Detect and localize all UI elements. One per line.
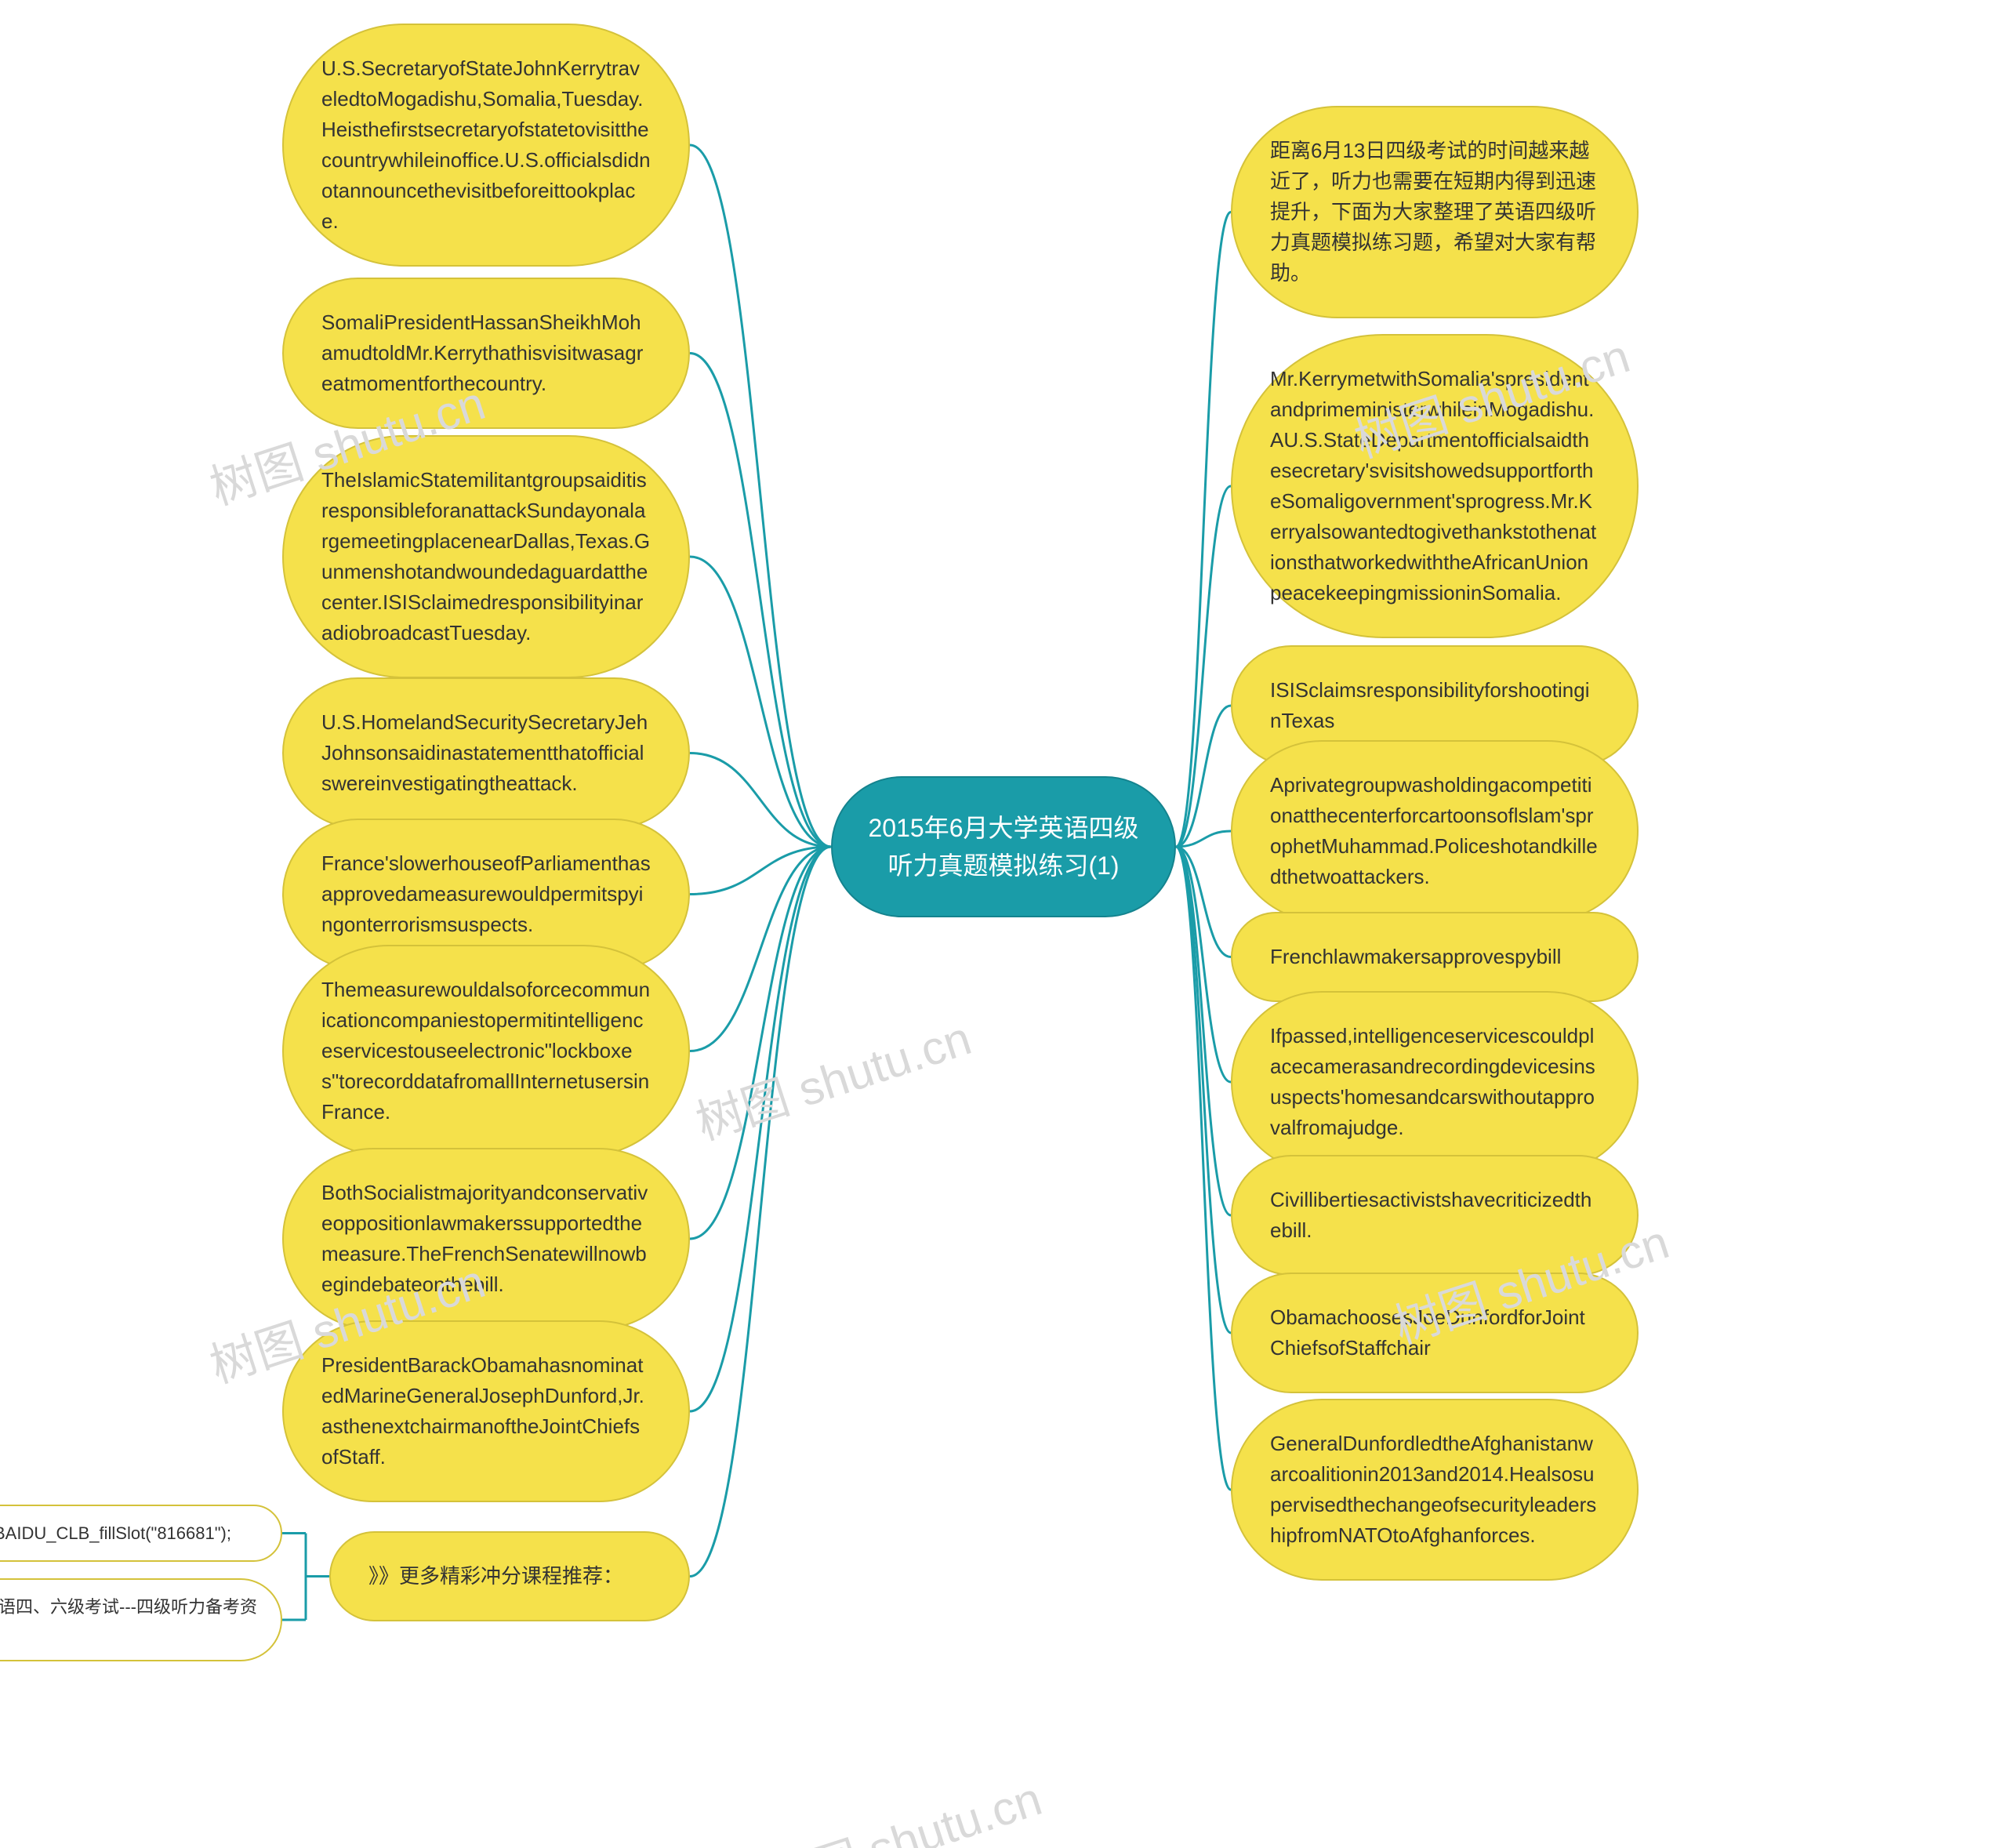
left-text-6: BothSocialistmajorityandconservativeoppo… <box>321 1181 648 1296</box>
right-text-0: 距离6月13日四级考试的时间越来越近了，听力也需要在短期内得到迅速提升，下面为大… <box>1270 139 1596 285</box>
center-node: 2015年6月大学英语四级 听力真题模拟练习(1) <box>831 776 1176 917</box>
right-node-3: Aprivategroupwasholdingacompetitionatthe… <box>1231 740 1639 922</box>
right-text-8: GeneralDunfordledtheAfghanistanwarcoalit… <box>1270 1432 1596 1547</box>
left-node-8: 》》更多精彩冲分课程推荐： <box>329 1531 690 1621</box>
right-text-3: Aprivategroupwasholdingacompetitionatthe… <box>1270 773 1598 888</box>
sub-text-0: BAIDU_CLB_fillSlot("816681"); <box>0 1523 231 1543</box>
right-node-8: GeneralDunfordledtheAfghanistanwarcoalit… <box>1231 1399 1639 1581</box>
watermark: 树图 shutu.cn <box>757 1761 1049 1848</box>
left-text-7: PresidentBarackObamahasnominatedMarineGe… <box>321 1353 644 1469</box>
left-node-5: Themeasurewouldalsoforcecommunicationcom… <box>282 945 690 1157</box>
sub-node-1: 大学英语四、六级考试---四级听力备考资料 <box>0 1578 282 1661</box>
center-title-line2: 听力真题模拟练习(1) <box>864 847 1143 884</box>
right-node-1: Mr.KerrymetwithSomalia'spresidentandprim… <box>1231 334 1639 638</box>
left-text-4: France'slowerhouseofParliamenthasapprove… <box>321 851 651 936</box>
right-text-5: Ifpassed,intelligenceservicescouldplacec… <box>1270 1024 1595 1139</box>
sub-text-1: 大学英语四、六级考试---四级听力备考资料 <box>0 1597 257 1643</box>
right-node-0: 距离6月13日四级考试的时间越来越近了，听力也需要在短期内得到迅速提升，下面为大… <box>1231 106 1639 318</box>
right-text-7: ObamachoosesJoeDunfordforJointChiefsofSt… <box>1270 1305 1585 1360</box>
left-text-2: TheIslamicStatemilitantgroupsaiditisresp… <box>321 468 650 644</box>
right-node-7: ObamachoosesJoeDunfordforJointChiefsofSt… <box>1231 1273 1639 1393</box>
watermark: 树图 shutu.cn <box>686 1000 978 1153</box>
left-text-5: Themeasurewouldalsoforcecommunicationcom… <box>321 978 650 1124</box>
left-text-3: U.S.HomelandSecuritySecretaryJehJohnsons… <box>321 710 648 795</box>
right-text-1: Mr.KerrymetwithSomalia'spresidentandprim… <box>1270 367 1596 605</box>
left-text-0: U.S.SecretaryofStateJohnKerrytraveledtoM… <box>321 56 651 233</box>
left-node-3: U.S.HomelandSecuritySecretaryJehJohnsons… <box>282 677 690 829</box>
center-title-line1: 2015年6月大学英语四级 <box>864 809 1143 847</box>
left-text-1: SomaliPresidentHassanSheikhMohamudtoldMr… <box>321 310 643 395</box>
left-text-8: 》》更多精彩冲分课程推荐： <box>368 1564 623 1588</box>
right-text-6: Civillibertiesactivistshavecriticizedthe… <box>1270 1188 1591 1242</box>
left-node-2: TheIslamicStatemilitantgroupsaiditisresp… <box>282 435 690 678</box>
right-node-4: Frenchlawmakersapprovespybill <box>1231 912 1639 1002</box>
right-text-2: ISISclaimsresponsibilityforshootinginTex… <box>1270 678 1590 732</box>
left-node-6: BothSocialistmajorityandconservativeoppo… <box>282 1148 690 1330</box>
left-node-7: PresidentBarackObamahasnominatedMarineGe… <box>282 1320 690 1502</box>
sub-node-0: BAIDU_CLB_fillSlot("816681"); <box>0 1505 282 1562</box>
left-node-1: SomaliPresidentHassanSheikhMohamudtoldMr… <box>282 278 690 429</box>
right-node-5: Ifpassed,intelligenceservicescouldplacec… <box>1231 991 1639 1173</box>
right-node-6: Civillibertiesactivistshavecriticizedthe… <box>1231 1155 1639 1276</box>
left-node-0: U.S.SecretaryofStateJohnKerrytraveledtoM… <box>282 24 690 267</box>
right-text-4: Frenchlawmakersapprovespybill <box>1270 945 1561 968</box>
